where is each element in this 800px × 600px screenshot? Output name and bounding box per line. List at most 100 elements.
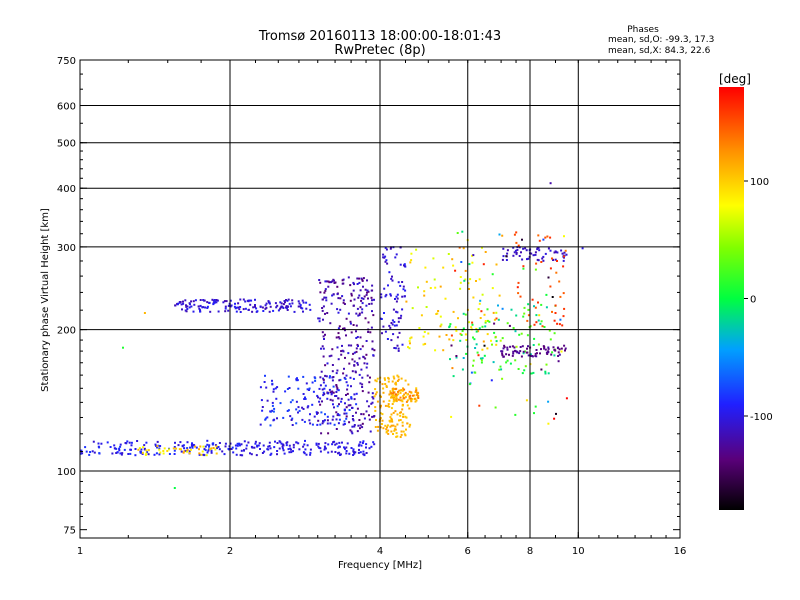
data-point — [305, 301, 308, 304]
data-point — [319, 403, 322, 406]
data-point — [499, 365, 502, 368]
data-point — [397, 347, 400, 350]
colorbar: [deg] 100 0 -100 — [719, 72, 773, 510]
data-point — [535, 262, 538, 265]
data-point — [343, 446, 345, 449]
data-point — [338, 451, 341, 454]
data-point — [374, 406, 377, 409]
data-point — [354, 451, 357, 454]
data-point — [330, 281, 333, 284]
data-point — [118, 447, 121, 450]
data-point — [355, 350, 358, 353]
data-point — [327, 392, 329, 394]
data-point — [389, 416, 392, 419]
data-point — [192, 300, 195, 303]
data-point — [224, 442, 227, 445]
data-point — [475, 343, 478, 346]
data-point — [357, 345, 359, 347]
data-point — [337, 446, 340, 449]
data-point — [374, 393, 377, 396]
data-point — [384, 404, 387, 407]
data-point — [285, 444, 288, 447]
data-point — [358, 373, 361, 376]
data-point — [387, 432, 390, 435]
data-point — [283, 452, 286, 455]
data-point — [502, 255, 505, 258]
data-point — [414, 391, 417, 393]
data-point — [512, 352, 515, 355]
data-point — [380, 404, 382, 407]
data-point — [291, 299, 294, 302]
data-point — [201, 450, 204, 453]
data-point — [206, 307, 209, 309]
data-point — [328, 388, 331, 391]
data-point — [333, 406, 335, 409]
data-point — [272, 390, 275, 393]
data-point — [339, 378, 342, 381]
data-point — [522, 267, 525, 270]
data-point — [347, 312, 350, 315]
data-point — [273, 446, 276, 449]
data-point — [329, 422, 332, 425]
data-point — [145, 452, 148, 455]
data-point — [493, 318, 496, 321]
data-point — [442, 349, 445, 352]
data-point — [93, 451, 96, 454]
data-point — [290, 451, 293, 454]
data-point — [321, 345, 324, 348]
data-point — [501, 258, 504, 261]
data-point — [391, 275, 393, 278]
data-point — [396, 380, 399, 382]
data-point — [512, 254, 515, 257]
data-point — [265, 306, 268, 309]
data-point — [554, 304, 557, 307]
data-point — [221, 450, 224, 453]
data-point — [472, 336, 474, 339]
data-point — [198, 307, 201, 310]
data-point — [481, 246, 483, 249]
data-point — [353, 393, 356, 396]
data-point — [345, 417, 348, 420]
data-point — [383, 287, 386, 290]
data-point — [502, 247, 505, 250]
data-point — [352, 289, 355, 292]
data-point — [556, 260, 558, 262]
data-point — [109, 446, 112, 448]
data-point — [143, 447, 146, 450]
data-point — [264, 418, 267, 421]
data-point — [119, 443, 122, 446]
data-point — [308, 303, 311, 306]
data-point — [537, 319, 540, 322]
data-point — [217, 310, 220, 313]
y-axis: 75 100 200 300 400 500 600 750 — [57, 56, 680, 537]
data-point — [306, 406, 309, 409]
data-point — [258, 442, 261, 445]
data-point — [322, 381, 325, 384]
data-point — [514, 413, 517, 416]
data-point — [439, 315, 442, 318]
data-point — [544, 370, 547, 373]
data-point — [298, 448, 301, 451]
data-point — [345, 317, 348, 320]
data-point — [447, 253, 450, 255]
data-point — [349, 404, 352, 407]
data-point — [392, 433, 394, 435]
data-point — [319, 447, 322, 450]
data-point — [280, 302, 283, 305]
data-point — [341, 282, 344, 285]
data-point — [324, 333, 326, 336]
data-point — [495, 340, 498, 343]
data-point — [271, 409, 274, 412]
data-point — [331, 348, 334, 351]
data-point — [549, 236, 552, 239]
data-point — [97, 442, 100, 445]
data-point — [411, 398, 414, 400]
data-point — [321, 309, 324, 312]
data-point — [229, 305, 232, 308]
data-point — [162, 452, 165, 455]
data-point — [551, 257, 553, 260]
data-point — [341, 279, 344, 282]
data-point — [119, 452, 122, 455]
data-point — [180, 448, 182, 451]
data-point — [547, 347, 550, 350]
